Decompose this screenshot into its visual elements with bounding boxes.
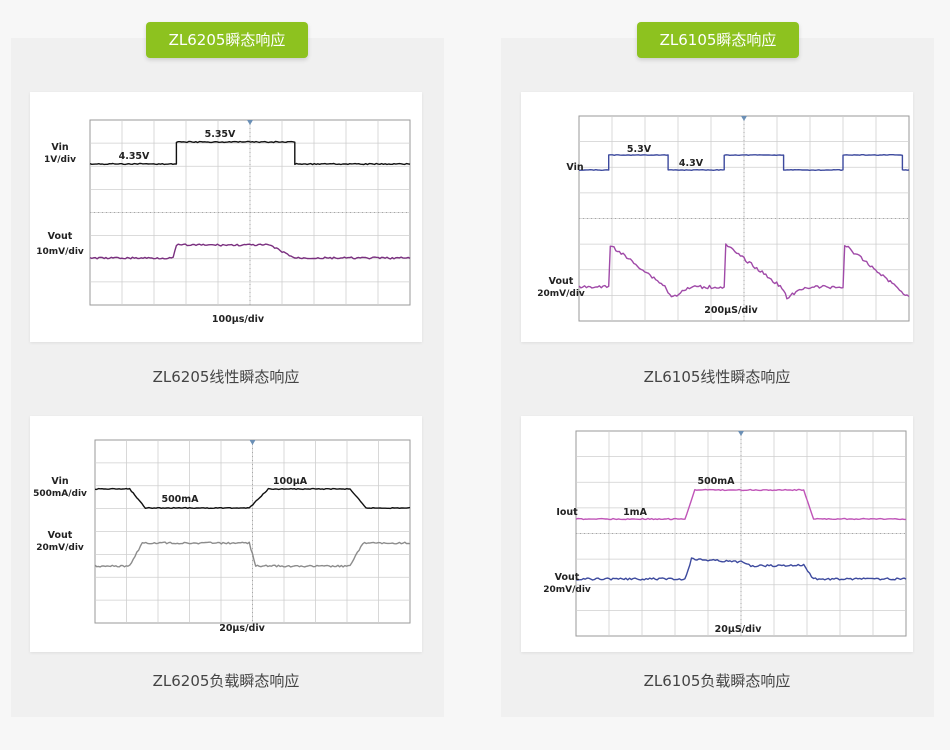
scope-panel-zl6105-line: Vin Vout 20mV/div 5.3V 4.3V 200µS/div bbox=[521, 92, 913, 342]
timebase-label: 200µS/div bbox=[704, 305, 758, 316]
scope-panel-zl6205-line: Vin 1V/div Vout 10mV/div 5.35V 4.35V 100µs/div bbox=[30, 92, 422, 342]
timebase-label: 100µs/div bbox=[212, 314, 265, 325]
section-title-zl6105: ZL6105瞬态响应 bbox=[637, 22, 799, 58]
scope-grid bbox=[575, 430, 907, 637]
channel-label: Vout bbox=[549, 276, 574, 287]
channel-label: Vin bbox=[51, 476, 68, 487]
channel-scale-label: 1V/div bbox=[44, 155, 76, 165]
channel-scale-label: 20mV/div bbox=[36, 543, 84, 553]
channel-label: Vout bbox=[48, 231, 73, 242]
scope-grid bbox=[89, 119, 411, 306]
scope-grid bbox=[94, 439, 411, 624]
scope-chart-zl6105-load: Iout Vout 20mV/div 500mA 1mA 20µS/div bbox=[543, 430, 907, 637]
caption-zl6105-load: ZL6105负载瞬态响应 bbox=[643, 672, 791, 690]
trace-vout bbox=[94, 541, 411, 568]
trace-vin bbox=[94, 487, 411, 510]
channel-scale-label: 20mV/div bbox=[543, 585, 591, 595]
section-title-zl6205: ZL6205瞬态响应 bbox=[146, 22, 308, 58]
level-annotation: 1mA bbox=[623, 507, 648, 518]
trace-vin bbox=[89, 140, 411, 166]
level-annotation: 500mA bbox=[161, 494, 199, 505]
level-annotation: 500mA bbox=[697, 476, 735, 487]
level-annotation: 4.35V bbox=[119, 151, 150, 162]
channel-scale-label: 10mV/div bbox=[36, 247, 84, 257]
channel-scale-label: 20mV/div bbox=[537, 289, 585, 299]
channel-scale-label: 500mA/div bbox=[33, 489, 87, 499]
channel-label: Iout bbox=[556, 507, 578, 518]
level-annotation: 5.3V bbox=[627, 144, 652, 155]
scope-grid bbox=[578, 115, 910, 322]
channel-label: Vin bbox=[566, 162, 583, 173]
trace-vout bbox=[578, 243, 910, 300]
scope-panel-zl6105-load: Iout Vout 20mV/div 500mA 1mA 20µS/div bbox=[521, 416, 913, 652]
trace-vout bbox=[575, 557, 907, 581]
timebase-label: 20µs/div bbox=[219, 623, 265, 634]
channel-label: Vout bbox=[555, 572, 580, 583]
caption-zl6205-line: ZL6205线性瞬态响应 bbox=[152, 368, 300, 386]
channel-label: Vin bbox=[51, 142, 68, 153]
trace-iout bbox=[575, 488, 906, 521]
scope-panel-zl6205-load: Vin 500mA/div Vout 20mV/div 500mA 100µA 20µs/d… bbox=[30, 416, 422, 652]
scope-chart-zl6105-line: Vin Vout 20mV/div 5.3V 4.3V 200µS/div bbox=[537, 115, 910, 322]
level-annotation: 100µA bbox=[273, 476, 308, 487]
caption-zl6205-load: ZL6205负载瞬态响应 bbox=[152, 672, 300, 690]
channel-label: Vout bbox=[48, 530, 73, 541]
caption-zl6105-line: ZL6105线性瞬态响应 bbox=[643, 368, 791, 386]
level-annotation: 5.35V bbox=[205, 129, 236, 140]
scope-chart-zl6205-load: Vin 500mA/div Vout 20mV/div 500mA 100µA 20µs/d… bbox=[33, 439, 411, 634]
trace-vout bbox=[89, 243, 411, 260]
level-annotation: 4.3V bbox=[679, 158, 704, 169]
timebase-label: 20µS/div bbox=[715, 624, 763, 635]
scope-chart-zl6205-line: Vin 1V/div Vout 10mV/div 5.35V 4.35V 100µs/div bbox=[36, 119, 411, 325]
trace-vin bbox=[578, 154, 910, 171]
